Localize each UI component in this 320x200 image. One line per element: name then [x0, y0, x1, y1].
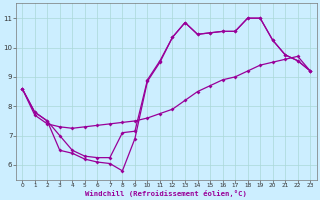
- X-axis label: Windchill (Refroidissement éolien,°C): Windchill (Refroidissement éolien,°C): [85, 190, 247, 197]
